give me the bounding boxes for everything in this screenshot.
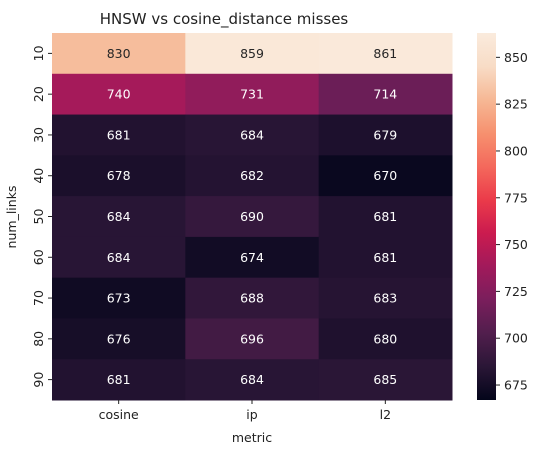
x-tick-label: cosine (99, 407, 139, 422)
cell-value-label: 685 (373, 372, 397, 387)
heatmap-cell (318, 33, 453, 75)
cell-value-label: 681 (373, 250, 397, 265)
heatmap-cell (185, 318, 320, 360)
cell-value-label: 683 (373, 291, 397, 306)
colorbar: 675 700 725 750 775 800 825 850 (477, 33, 528, 400)
y-tick-label: 50 (31, 209, 46, 225)
heatmap-cell (185, 33, 320, 75)
colorbar-tick-label: 825 (504, 97, 528, 112)
heatmap-cell (52, 155, 186, 197)
x-tick-label: l2 (380, 407, 391, 422)
heatmap-cell (318, 318, 453, 360)
heatmap-cell (52, 277, 186, 319)
heatmap-cell (52, 73, 186, 116)
cell-value-label: 679 (373, 127, 397, 142)
heatmap-cell (185, 236, 320, 279)
colorbar-tick-label: 850 (504, 50, 528, 65)
chart-title: HNSW vs cosine_distance misses (100, 10, 349, 29)
colorbar-tick-label: 750 (504, 237, 528, 252)
cell-value-label: 682 (240, 168, 264, 183)
y-tick-label: 10 (31, 45, 46, 61)
y-tick-label: 40 (31, 168, 46, 184)
cell-value-label: 731 (240, 87, 264, 102)
heatmap-cell (52, 114, 186, 156)
cell-value-label: 673 (107, 291, 131, 306)
cell-value-label: 674 (240, 250, 264, 265)
cell-value-label: 684 (240, 127, 264, 142)
y-tick-label: 70 (31, 290, 46, 306)
colorbar-tick-label: 675 (504, 378, 528, 393)
heatmap-cell (185, 114, 320, 156)
y-tick-label: 90 (31, 372, 46, 388)
cell-value-label: 688 (240, 291, 264, 306)
heatmap-cell (318, 73, 453, 116)
heatmap-cell (318, 196, 453, 238)
cell-value-label: 681 (107, 127, 131, 142)
cell-value-label: 684 (107, 250, 131, 265)
colorbar-tick-label: 800 (504, 143, 528, 158)
cell-value-label: 681 (107, 372, 131, 387)
cell-value-label: 670 (373, 168, 397, 183)
y-axis-label: num_links (4, 186, 19, 249)
cell-value-label: 681 (373, 209, 397, 224)
cell-value-label: 678 (107, 168, 131, 183)
heatmap-cell (318, 155, 453, 197)
heatmap-cell (52, 236, 186, 279)
y-axis: 10 20 30 40 50 60 70 80 90 (31, 45, 52, 388)
heatmap-cell (185, 196, 320, 238)
colorbar-tick-label: 725 (504, 284, 528, 299)
heatmap-cells: 830 859 861 740 731 714 681 684 679 678 682 670 684 6… (52, 33, 453, 401)
cell-value-label: 696 (240, 331, 264, 346)
cell-value-label: 680 (373, 331, 397, 346)
cell-value-label: 740 (107, 87, 131, 102)
heatmap-cell (52, 359, 186, 401)
heatmap-cell (185, 277, 320, 319)
cell-value-label: 830 (107, 46, 131, 61)
colorbar-tick-label: 700 (504, 331, 528, 346)
cell-value-label: 859 (240, 46, 264, 61)
cell-value-label: 690 (240, 209, 264, 224)
x-tick-label: ip (246, 407, 257, 422)
heatmap-cell (318, 114, 453, 156)
colorbar-tick-label: 775 (504, 190, 528, 205)
heatmap-cell (52, 318, 186, 360)
cell-value-label: 861 (373, 46, 397, 61)
cell-value-label: 676 (107, 331, 131, 346)
cell-value-label: 684 (240, 372, 264, 387)
x-axis-label: metric (232, 430, 272, 445)
colorbar-gradient (477, 33, 496, 400)
x-axis: cosine ip l2 (99, 400, 391, 422)
heatmap-cell (318, 277, 453, 319)
cell-value-label: 684 (107, 209, 131, 224)
heatmap-cell (52, 196, 186, 238)
y-tick-label: 30 (31, 127, 46, 143)
heatmap-cell (318, 359, 453, 401)
heatmap-cell (185, 359, 320, 401)
y-tick-label: 80 (31, 331, 46, 347)
heatmap-cell (185, 73, 320, 116)
heatmap-cell (318, 236, 453, 279)
y-tick-label: 20 (31, 86, 46, 102)
cell-value-label: 714 (373, 87, 397, 102)
heatmap-cell (185, 155, 320, 197)
heatmap-cell (52, 33, 186, 75)
y-tick-label: 60 (31, 249, 46, 265)
